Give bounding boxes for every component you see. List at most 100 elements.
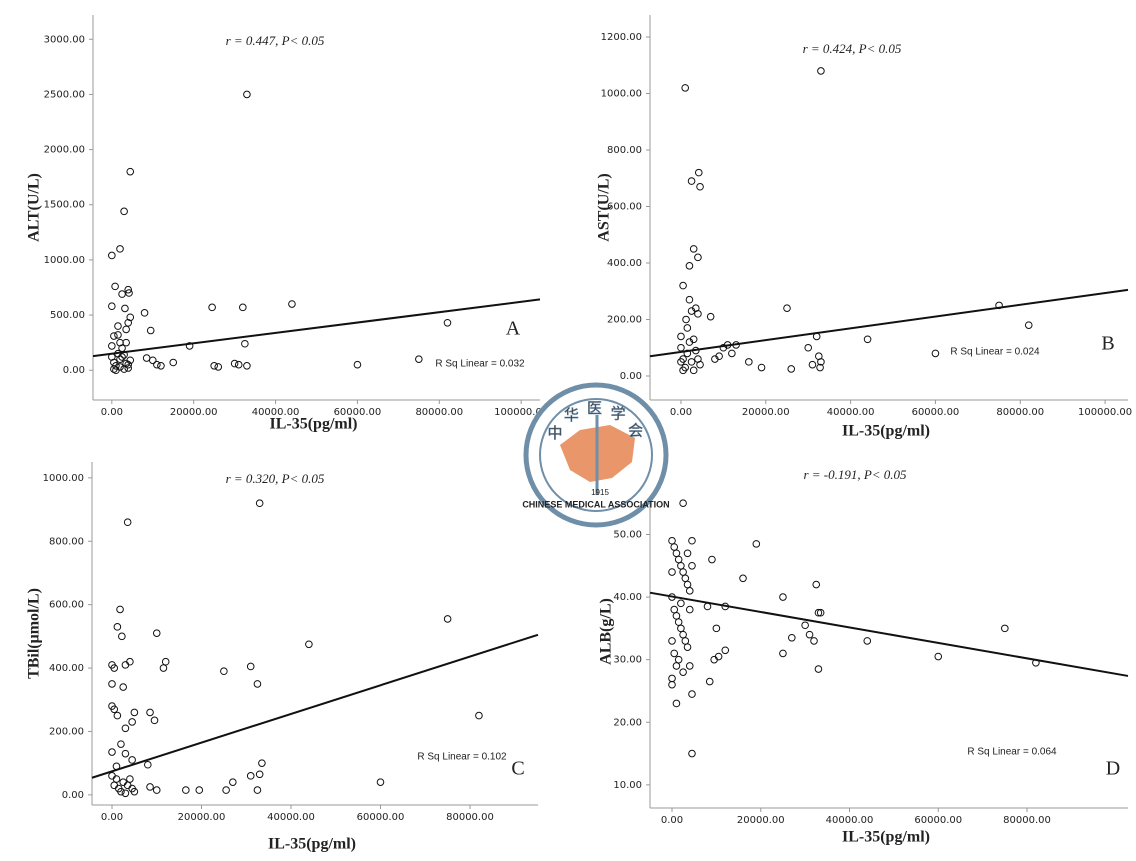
point [111,333,118,340]
point [697,183,704,190]
point [697,361,704,368]
point [109,773,116,780]
r-squared: R Sq Linear = 0.102 [417,752,507,763]
point [123,339,130,346]
panel-label: C [511,758,524,780]
point [416,356,423,363]
point [673,550,680,557]
y-tick-label: 800.00 [49,536,84,547]
y-tick-label: 40.00 [613,592,642,603]
point [678,625,685,632]
point [129,719,136,726]
point [147,709,154,716]
x-tick-label: 100000.00 [1078,407,1132,418]
point [809,361,816,368]
y-tick-label: 1000.00 [43,473,84,484]
point [122,790,129,797]
point [707,313,714,320]
point [244,363,251,370]
point [151,717,158,724]
x-axis-title: IL-35(pg/ml) [270,416,358,433]
point [377,779,384,786]
point [671,544,678,551]
logo-character: 华 [564,407,579,424]
logo-character: 学 [611,406,626,423]
x-tick-label: 20000.00 [737,815,785,826]
logo-character: 会 [628,423,643,440]
point [289,301,296,308]
point [680,631,687,638]
panel: 0.00200.00400.00600.00800.001000.000.002… [26,462,538,853]
point [230,779,237,786]
point [109,252,116,259]
point [678,333,685,340]
point [121,208,128,215]
point [256,500,263,507]
x-tick-label: 0.00 [661,815,683,826]
point [813,581,820,588]
point [354,361,361,368]
x-tick-label: 80000.00 [1003,815,1051,826]
y-tick-label: 200.00 [49,726,84,737]
point [117,246,124,253]
point [240,304,247,311]
point [127,776,134,783]
y-tick-label: 2500.00 [44,89,85,100]
point [120,779,127,786]
point [154,361,161,368]
point [758,364,765,371]
y-tick-label: 200.00 [607,314,642,325]
point [680,569,687,576]
y-tick-label: 600.00 [49,600,84,611]
point [112,283,119,290]
y-tick-label: 50.00 [613,529,642,540]
point [114,712,121,719]
point [153,787,160,794]
panel-label: A [506,318,521,340]
point [111,782,118,789]
point [122,662,129,669]
y-tick-label: 10.00 [613,780,642,791]
logo-year: 1915 [591,488,609,497]
point [684,581,691,588]
y-axis-title: TBil(μmol/L) [26,588,43,679]
point [170,359,177,366]
point [114,624,121,631]
y-tick-label: 1000.00 [44,255,85,266]
point [215,364,222,371]
point [123,326,130,333]
panel: 0.00500.001000.001500.002000.002500.0030… [26,15,549,433]
point [689,562,696,569]
y-tick-label: 800.00 [607,145,642,156]
annotation: r = 0.447, P< 0.05 [226,33,325,48]
point [669,681,676,688]
point [254,787,261,794]
point [115,332,122,339]
point [709,556,716,563]
point [1002,625,1009,632]
point [211,363,218,370]
point [680,669,687,676]
point [669,537,676,544]
point [935,653,942,660]
point [780,594,787,601]
point [788,366,795,373]
point [444,319,451,326]
point [682,575,689,582]
y-tick-label: 0.00 [62,790,84,801]
point [789,634,796,641]
point [122,750,129,757]
point [115,323,122,330]
point [109,303,116,310]
point [704,603,711,610]
point [247,773,254,780]
logo-character: 医 [587,400,602,417]
point [680,282,687,289]
point [678,600,685,607]
point [127,168,134,175]
point [722,647,729,654]
y-axis-title: ALB(g/L) [598,598,615,665]
point [682,638,689,645]
point [713,625,720,632]
x-tick-label: 20000.00 [742,407,790,418]
